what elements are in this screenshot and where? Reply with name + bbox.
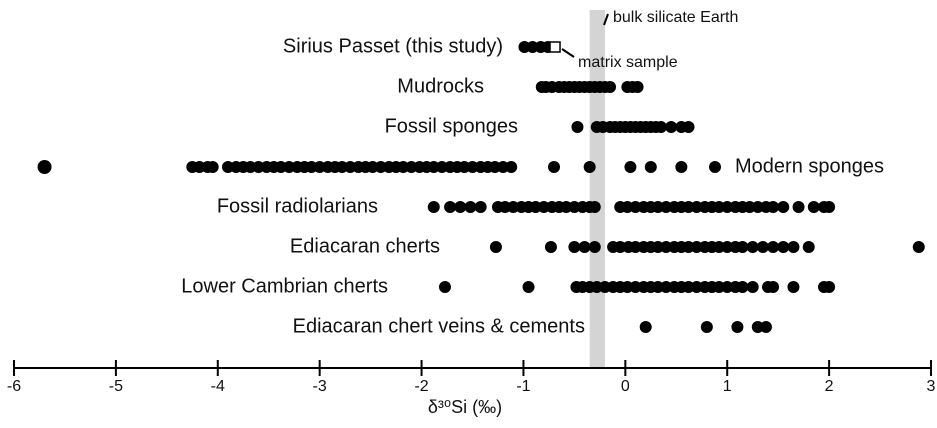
x-tick-label: -4 (211, 378, 225, 395)
data-point (37, 160, 52, 174)
data-point (489, 241, 502, 253)
data-point (736, 241, 749, 253)
data-point (583, 161, 596, 173)
data-point (807, 201, 820, 213)
x-tick-label: 0 (621, 378, 630, 395)
x-tick-label: 2 (825, 378, 834, 395)
data-point (777, 201, 790, 213)
x-tick-label: 1 (723, 378, 732, 395)
leader-line (561, 48, 575, 58)
row-label: Mudrocks (397, 75, 484, 97)
x-tick-label: -2 (414, 378, 428, 395)
row-label: Modern sponges (735, 155, 884, 177)
data-point (588, 241, 601, 253)
data-point (802, 241, 815, 253)
data-point (631, 81, 644, 93)
data-point (682, 121, 695, 133)
row-label: Lower Cambrian cherts (181, 275, 388, 297)
annotation-label: matrix sample (578, 54, 678, 71)
x-tick-label: -6 (7, 378, 21, 395)
data-point (505, 161, 518, 173)
data-point (604, 81, 617, 93)
data-point (759, 321, 772, 333)
data-point (438, 281, 451, 293)
data-point (767, 201, 780, 213)
data-point (823, 201, 836, 213)
data-point (787, 281, 800, 293)
data-point (444, 201, 457, 213)
data-point (700, 321, 713, 333)
x-tick-label: -3 (313, 378, 327, 395)
data-point (206, 161, 219, 173)
data-point (427, 201, 440, 213)
data-point (639, 321, 652, 333)
data-point (578, 241, 591, 253)
data-point (624, 161, 637, 173)
x-axis-label: δ³⁰Si (‰) (428, 397, 502, 417)
data-point (746, 281, 759, 293)
row-label: Sirius Passet (this study) (283, 35, 503, 57)
data-point (522, 281, 535, 293)
data-point (464, 201, 477, 213)
data-point (792, 201, 805, 213)
data-point (548, 161, 561, 173)
data-point (571, 121, 584, 133)
data-point (644, 161, 657, 173)
data-point (454, 201, 467, 213)
data-point (767, 241, 780, 253)
matrix-sample-marker (549, 41, 561, 53)
data-point (736, 281, 749, 293)
data-point (654, 121, 667, 133)
data-point (568, 241, 581, 253)
row-label: Fossil radiolarians (217, 195, 378, 217)
data-point (731, 321, 744, 333)
data-point (912, 241, 925, 253)
data-point (665, 121, 678, 133)
data-point (588, 201, 601, 213)
row-label: Ediacaran cherts (290, 235, 440, 257)
reference-band (589, 10, 605, 368)
band-label: bulk silicate Earth (613, 9, 738, 26)
data-point (708, 161, 721, 173)
data-point (746, 241, 759, 253)
row-label: Fossil sponges (385, 115, 518, 137)
data-point (767, 281, 780, 293)
leader-line (603, 13, 609, 26)
x-tick-label: -1 (516, 378, 530, 395)
row-label: Ediacaran chert veins & cements (293, 315, 585, 337)
data-point (675, 161, 688, 173)
data-point (544, 241, 557, 253)
data-point (756, 241, 769, 253)
data-point (474, 201, 487, 213)
data-point (777, 241, 790, 253)
x-tick-label: 3 (927, 378, 936, 395)
data-point (823, 281, 836, 293)
x-tick-label: -5 (109, 378, 123, 395)
data-point (787, 241, 800, 253)
